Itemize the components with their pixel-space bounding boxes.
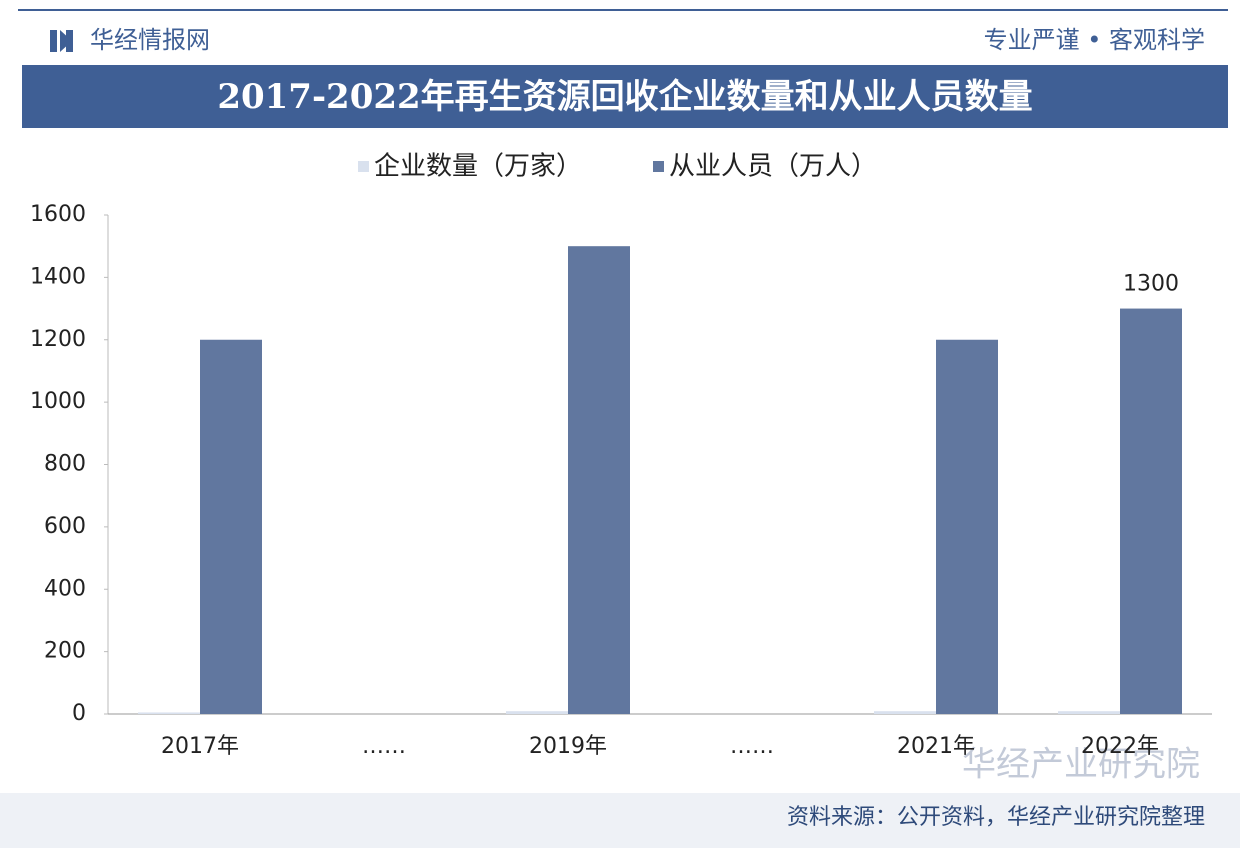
brand: 华经情报网 (90, 26, 210, 54)
bar (1120, 308, 1182, 714)
legend-swatch (653, 161, 664, 172)
x-tick-label: 2017年 (161, 734, 239, 759)
logo (66, 30, 73, 52)
x-tick-label: …… (730, 734, 774, 759)
y-tick-label: 200 (44, 639, 86, 664)
y-tick-label: 1200 (30, 327, 86, 352)
bar (506, 711, 568, 714)
bar (568, 246, 630, 714)
y-tick-label: 600 (44, 514, 86, 539)
watermark: 华经产业研究院 (962, 745, 1200, 785)
bar (1058, 711, 1120, 714)
source: 资料来源：公开资料，华经产业研究院整理 (787, 805, 1205, 830)
x-tick-label: …… (362, 734, 406, 759)
chart-title: 2017-2022年再生资源回收企业数量和从业人员数量 (217, 77, 1032, 117)
y-tick-label: 1000 (30, 389, 86, 414)
legend-label: 企业数量（万家） (374, 152, 582, 182)
bar (936, 339, 998, 714)
logo (50, 30, 57, 52)
x-tick-label: 2021年 (897, 734, 975, 759)
bar (138, 712, 200, 714)
slogan: 专业严谨 • 客观科学 (984, 26, 1205, 54)
legend-swatch (358, 161, 369, 172)
footer-band (0, 793, 1240, 848)
x-tick-label: 2019年 (529, 734, 607, 759)
data-label: 1300 (1123, 272, 1179, 297)
y-tick-label: 1400 (30, 264, 86, 289)
y-tick-label: 0 (72, 701, 86, 726)
bar (200, 339, 262, 714)
bar (874, 711, 936, 714)
y-tick-label: 400 (44, 576, 86, 601)
y-tick-label: 1600 (30, 202, 86, 227)
legend-label: 从业人员（万人） (669, 152, 877, 182)
y-tick-label: 800 (44, 452, 86, 477)
title-banner (22, 65, 1228, 128)
x-tick-label: 2022年 (1081, 734, 1159, 759)
